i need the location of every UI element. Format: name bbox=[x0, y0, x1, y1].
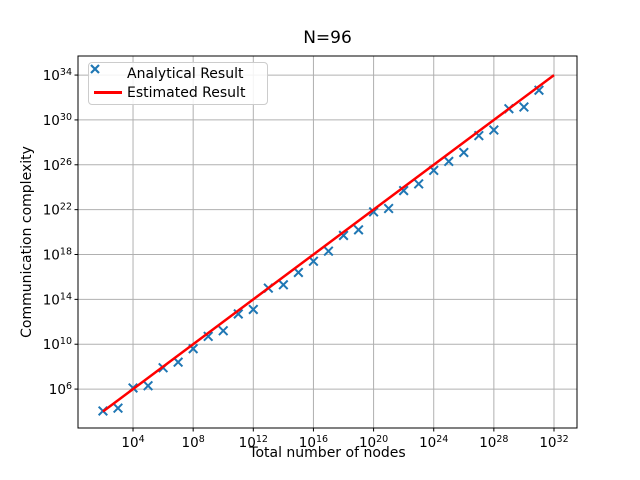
scatter-marker bbox=[443, 156, 454, 167]
y-tick-label: 1026 bbox=[43, 157, 72, 174]
legend-label-estimated: Estimated Result bbox=[127, 84, 246, 101]
x-axis-label: Total number of nodes bbox=[249, 445, 406, 461]
y-tick-label: 1018 bbox=[43, 247, 72, 264]
scatter-marker bbox=[398, 185, 409, 196]
scatter-marker bbox=[248, 304, 259, 315]
scatter-marker bbox=[143, 380, 154, 391]
legend: Analytical Result Estimated Result bbox=[88, 62, 268, 105]
legend-label-analytical: Analytical Result bbox=[127, 66, 244, 83]
y-axis-label: Communication complexity bbox=[19, 146, 35, 338]
scatter-marker bbox=[278, 279, 289, 290]
chart-title: N=96 bbox=[303, 28, 352, 48]
scatter-marker bbox=[203, 331, 214, 342]
scatter-marker bbox=[233, 308, 244, 319]
scatter-marker bbox=[338, 230, 349, 241]
y-tick-label: 1014 bbox=[43, 291, 72, 308]
scatter-marker bbox=[218, 325, 229, 336]
scatter-marker bbox=[323, 246, 334, 257]
scatter-marker bbox=[383, 203, 394, 214]
axis-ticks bbox=[74, 74, 555, 432]
scatter-marker bbox=[308, 256, 319, 267]
y-tick-label: 1030 bbox=[43, 112, 72, 129]
scatter-marker bbox=[293, 267, 304, 278]
legend-item-analytical: Analytical Result bbox=[89, 64, 267, 84]
plot-border bbox=[77, 55, 578, 429]
tick-labels: 104 108 1012 1016 1020 1024 1028 10321061010101… bbox=[43, 67, 569, 451]
legend-item-estimated: Estimated Result bbox=[89, 84, 267, 103]
scatter-marker bbox=[488, 125, 499, 136]
y-tick-label: 1034 bbox=[43, 67, 72, 84]
estimated-line bbox=[102, 74, 555, 413]
scatter-marker bbox=[458, 147, 469, 158]
scatter-marker bbox=[173, 357, 184, 368]
scatter-marker bbox=[413, 178, 424, 189]
y-tick-label: 106 bbox=[49, 381, 72, 398]
line-sample-icon bbox=[89, 91, 127, 95]
scatter-marker bbox=[518, 102, 529, 113]
scatter-marker bbox=[353, 224, 364, 235]
gridlines bbox=[78, 56, 577, 428]
y-tick-label: 1010 bbox=[43, 336, 72, 353]
y-tick-label: 1022 bbox=[43, 202, 72, 219]
scatter-marker bbox=[112, 403, 123, 414]
